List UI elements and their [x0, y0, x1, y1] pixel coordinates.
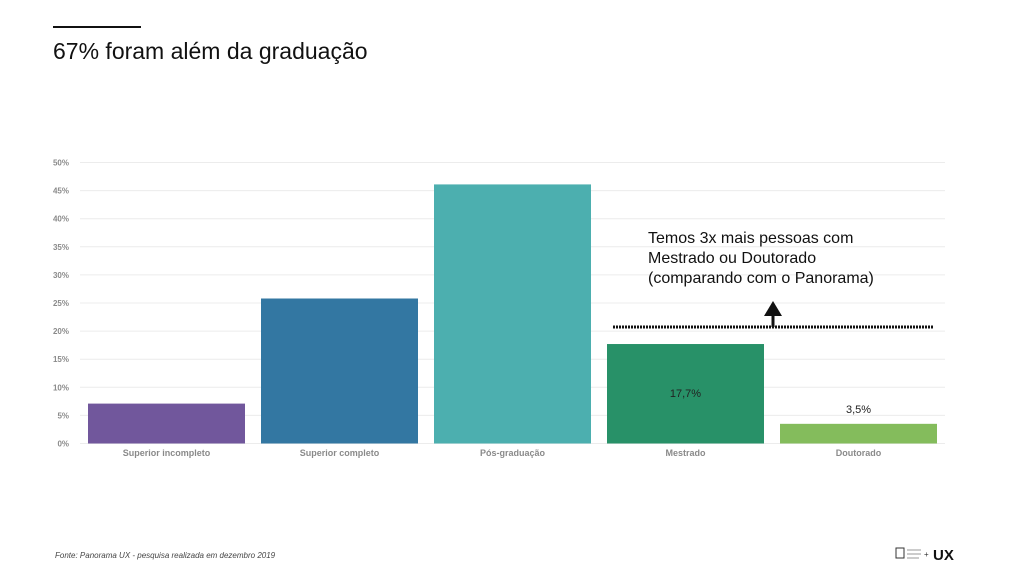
category-label: Superior incompleto [123, 448, 211, 458]
bar-2 [261, 298, 418, 444]
source-note: Fonte: Panorama UX - pesquisa realizada … [55, 551, 276, 560]
page-title: 67% foram além da graduação [53, 38, 368, 64]
y-tick-label: 25% [53, 299, 69, 308]
logo-text: UX [933, 547, 954, 564]
annotation-text: Temos 3x mais pessoas com Mestrado ou Do… [648, 229, 928, 289]
y-tick-label: 15% [53, 355, 69, 364]
y-tick-label: 5% [57, 411, 69, 420]
logo-emblem-icon [895, 547, 905, 559]
y-tick-label: 10% [53, 383, 69, 392]
data-labels: 17,7% 3,5% [670, 388, 871, 416]
category-labels: Superior incompleto Superior completo Pós-… [123, 448, 882, 458]
y-tick-label: 20% [53, 327, 69, 336]
category-label: Doutorado [836, 448, 882, 458]
data-label: 3,5% [846, 404, 871, 416]
data-label: 17,7% [670, 388, 701, 400]
bar-3 [434, 184, 591, 444]
y-tick-label: 50% [53, 159, 69, 168]
title-rule [53, 26, 141, 28]
svg-text:+: + [924, 550, 929, 559]
bar-4 [607, 344, 764, 444]
bar-5 [780, 423, 937, 444]
annotation-line-3: (comparando com o Panorama) [648, 270, 874, 287]
category-label: Pós-graduação [480, 448, 546, 458]
y-tick-label: 0% [57, 440, 69, 449]
category-label: Superior completo [300, 448, 380, 458]
y-axis-ticks: 0% 5% 10% 15% 20% 25% 30% 35% 40% 45% 50% [53, 159, 69, 449]
annotation-arrow [613, 301, 933, 329]
y-tick-label: 30% [53, 271, 69, 280]
annotation-line-1: Temos 3x mais pessoas com [648, 230, 854, 247]
y-tick-label: 35% [53, 243, 69, 252]
category-label: Mestrado [665, 448, 706, 458]
y-tick-label: 45% [53, 187, 69, 196]
annotation-line-2: Mestrado ou Doutorado [648, 250, 817, 267]
brand-logo: + UX [895, 547, 954, 564]
bar-1 [88, 403, 245, 444]
y-tick-label: 40% [53, 215, 69, 224]
bars [88, 184, 937, 444]
arrow-head [764, 301, 782, 316]
